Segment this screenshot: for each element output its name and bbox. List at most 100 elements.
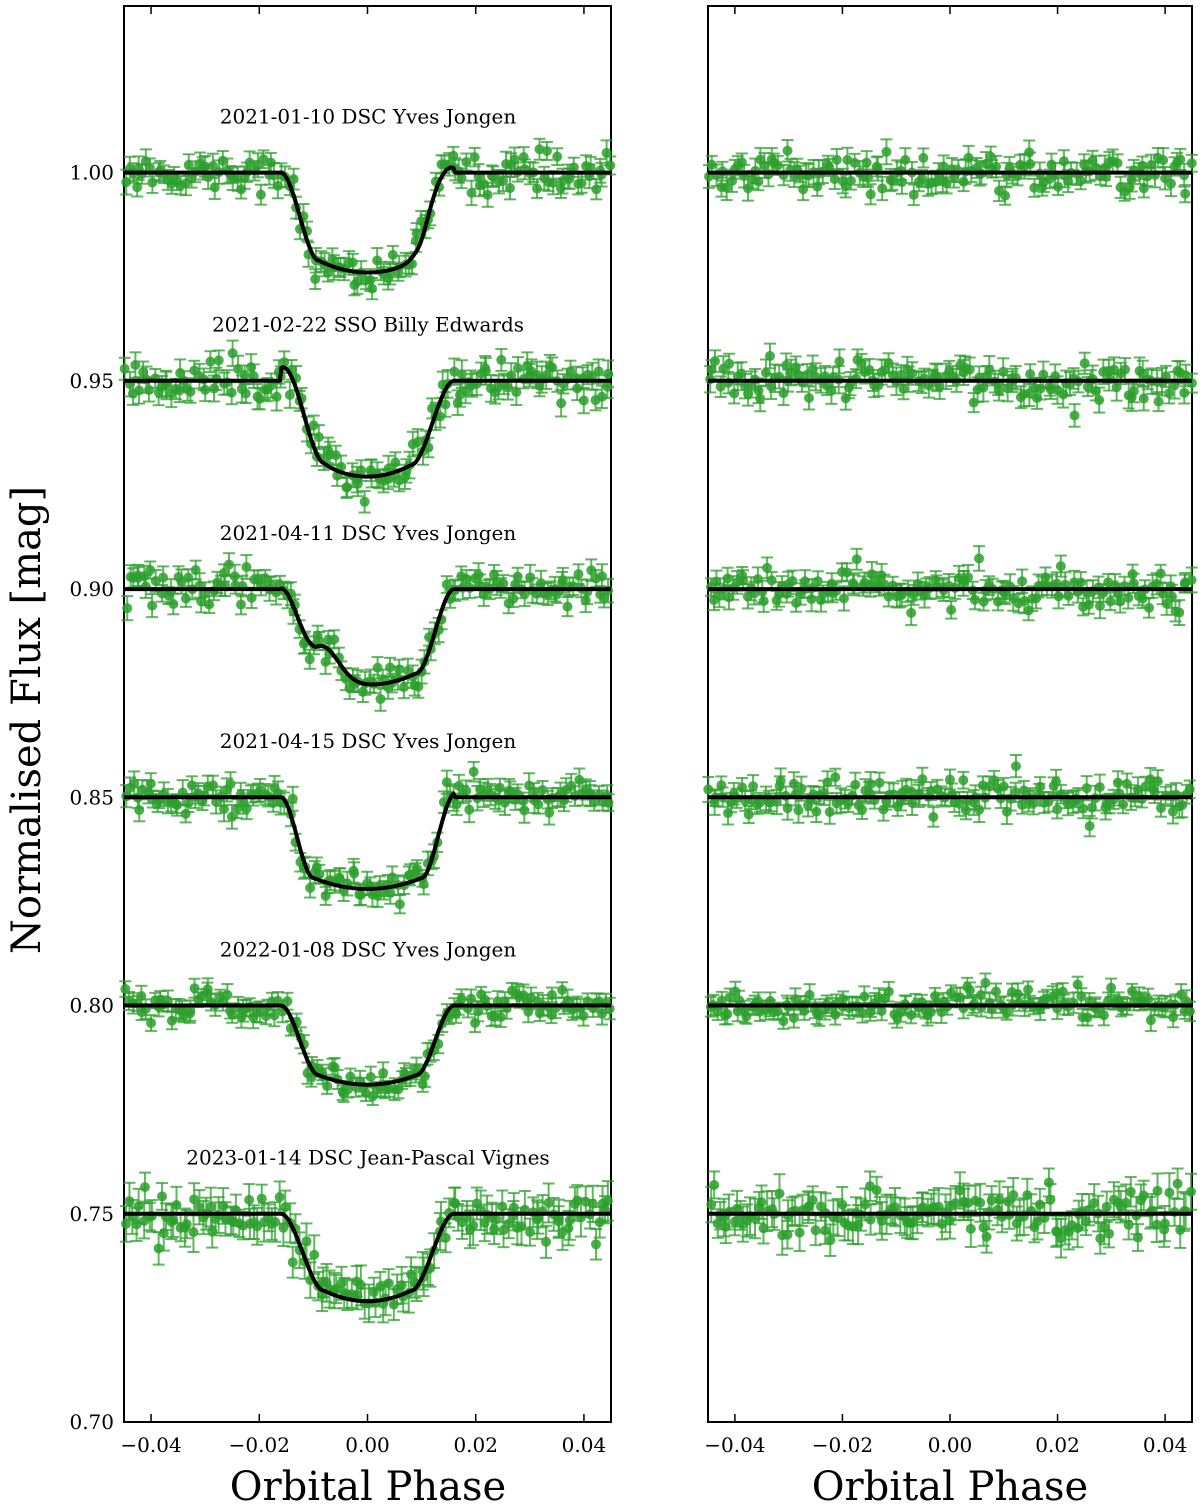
data-point — [778, 388, 789, 399]
data-point — [532, 183, 543, 194]
data-point — [552, 151, 563, 162]
data-point — [1025, 159, 1036, 170]
data-point — [503, 1218, 514, 1229]
data-point — [518, 152, 529, 163]
data-point — [144, 162, 155, 173]
data-point — [576, 178, 587, 189]
data-point — [766, 575, 777, 586]
y-tick-label: 0.95 — [69, 369, 114, 393]
data-point — [495, 1012, 506, 1023]
data-point — [908, 189, 919, 200]
data-point — [715, 381, 726, 392]
data-point — [239, 369, 250, 380]
data-point — [256, 1193, 267, 1204]
data-point — [269, 1010, 280, 1021]
data-point — [398, 682, 409, 693]
data-point — [881, 146, 892, 157]
data-point — [287, 793, 298, 804]
data-point — [506, 370, 517, 381]
data-point — [524, 1227, 535, 1238]
data-point — [991, 161, 1002, 172]
data-point — [906, 607, 917, 618]
data-point — [544, 807, 555, 818]
observation-label: 2021-04-15 DSC Yves Jongen — [220, 729, 517, 753]
data-point — [305, 882, 316, 893]
data-point — [1158, 155, 1169, 166]
data-point — [548, 177, 559, 188]
left-panel-residual-transits: −0.04 −0.02 0.00 0.02 0.04 0.70 0.75 0.80 0.85 0.… — [69, 5, 617, 1457]
data-point — [189, 1194, 200, 1205]
data-point — [248, 371, 259, 382]
data-point — [489, 1224, 500, 1235]
data-point — [301, 1236, 312, 1247]
data-point — [158, 572, 169, 583]
y-tick-label: 1.00 — [69, 161, 114, 185]
data-point — [468, 1220, 479, 1231]
data-point — [244, 157, 255, 168]
data-point — [209, 182, 220, 193]
x-tick-label: 0.00 — [345, 1433, 390, 1457]
data-point — [375, 694, 386, 705]
data-point — [1179, 387, 1190, 398]
data-point — [185, 386, 196, 397]
x-tick-label: −0.04 — [120, 1433, 181, 1457]
data-point — [498, 175, 509, 186]
data-point — [278, 1222, 289, 1233]
data-point — [134, 805, 145, 816]
observation-label: 2022-01-08 DSC Yves Jongen — [220, 937, 517, 961]
data-point — [834, 356, 845, 367]
x-tick-label: 0.02 — [1035, 1433, 1080, 1457]
data-point — [918, 152, 929, 163]
data-point — [543, 1197, 554, 1208]
data-point — [122, 603, 133, 614]
data-point — [758, 596, 769, 607]
data-point — [572, 383, 583, 394]
data-point — [226, 387, 237, 398]
data-point — [1180, 188, 1191, 199]
data-point — [482, 189, 493, 200]
data-point — [143, 384, 154, 395]
transit-model-line — [123, 1211, 612, 1304]
data-point — [329, 634, 340, 645]
data-point — [412, 437, 423, 448]
data-point — [556, 398, 567, 409]
data-point — [603, 797, 614, 808]
data-point — [721, 182, 732, 193]
data-point — [194, 1202, 205, 1213]
data-point — [865, 189, 876, 200]
transit-model-line — [123, 1003, 612, 1087]
data-point — [139, 1182, 150, 1193]
data-point — [760, 367, 771, 378]
data-point — [887, 175, 898, 186]
transit-series: 2021-04-15 DSC Yves Jongen — [120, 729, 615, 915]
data-point — [1000, 190, 1011, 201]
data-point — [963, 572, 974, 583]
data-point — [585, 162, 596, 173]
data-point — [461, 785, 472, 796]
data-point — [1055, 561, 1066, 572]
data-point — [473, 1006, 484, 1017]
data-point — [177, 787, 188, 798]
data-point — [385, 662, 396, 673]
data-point — [153, 1243, 164, 1254]
data-point — [161, 380, 172, 391]
data-point — [602, 1195, 613, 1206]
data-point — [134, 385, 145, 396]
data-point — [383, 1278, 394, 1289]
x-tick-label: 0.04 — [562, 1433, 607, 1457]
data-point — [504, 183, 515, 194]
data-point — [851, 554, 862, 565]
data-point — [578, 1010, 589, 1021]
data-point — [288, 174, 299, 185]
data-point — [508, 1202, 519, 1213]
data-point — [218, 804, 229, 815]
data-point — [1175, 154, 1186, 165]
data-point — [464, 804, 475, 815]
y-tick-label: 0.80 — [69, 994, 114, 1018]
data-point — [255, 189, 266, 200]
data-point — [327, 254, 338, 265]
observation-label: 2023-01-14 DSC Jean-Pascal Vignes — [186, 1146, 549, 1170]
data-point — [1137, 160, 1148, 171]
data-point — [205, 356, 216, 367]
